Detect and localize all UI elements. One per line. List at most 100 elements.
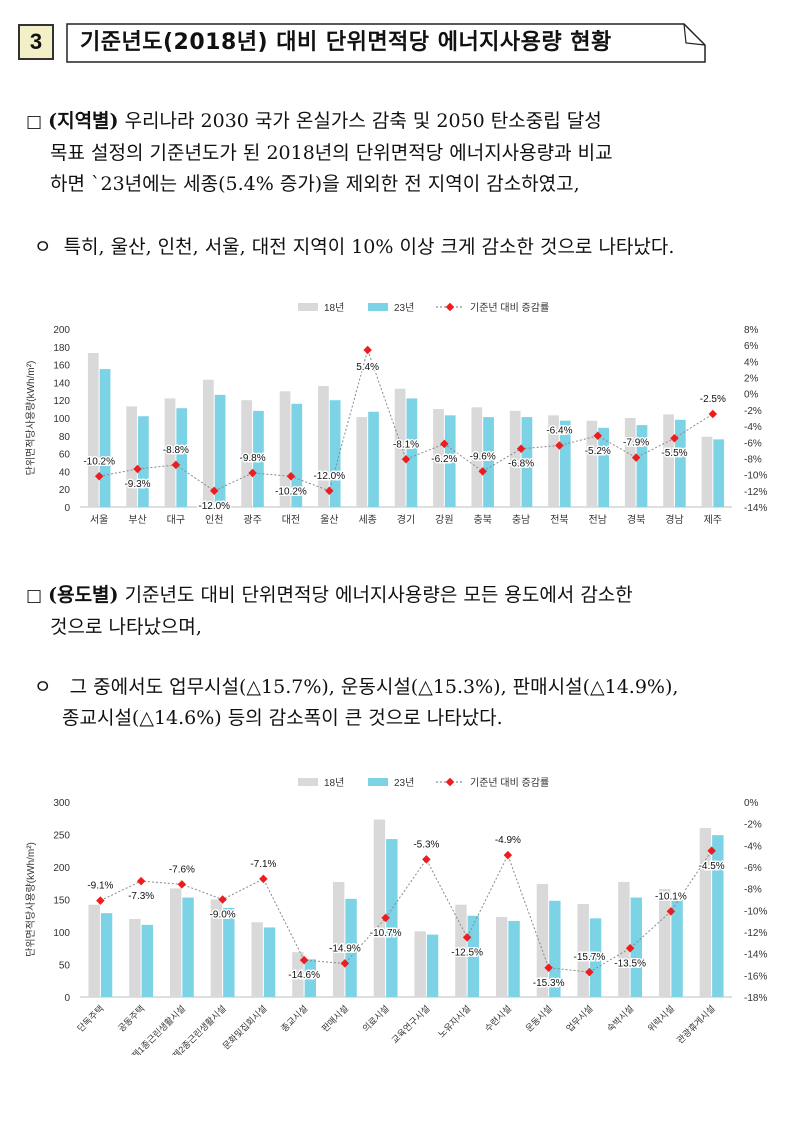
region-category-label: 세종 — [358, 514, 376, 526]
region-bar-18 — [471, 407, 483, 507]
usage-y2-tick-label: -2% — [744, 820, 762, 831]
region-category-label: 충북 — [474, 514, 492, 526]
usage-bar-23 — [304, 959, 317, 997]
usage-rate-label: -5.3% — [413, 839, 439, 850]
usage-rate-label: -9.1% — [87, 881, 113, 892]
usage-bar-18 — [699, 828, 712, 997]
usage-legend-23-swatch — [368, 778, 388, 786]
usage-y2-tick-label: -6% — [744, 863, 762, 874]
region-category-label: 전북 — [550, 514, 568, 526]
usage-subpoint-line-2: 종교시설(△14.6%) 등의 감소폭이 큰 것으로 나타났다. — [62, 707, 503, 729]
region-bar-18 — [509, 410, 521, 507]
usage-bar-23 — [263, 927, 276, 997]
region-bar-23 — [214, 394, 226, 507]
usage-y-tick-label: 150 — [53, 896, 70, 907]
region-rate-point — [478, 467, 487, 476]
region-category-label: 울산 — [320, 514, 338, 526]
usage-rate-label: -7.6% — [169, 864, 195, 875]
usage-y-tick-label: 50 — [59, 961, 71, 972]
region-rate-label: -10.2% — [275, 486, 307, 497]
region-rate-label: -6.8% — [508, 459, 534, 470]
usage-category-label: 단독주택 — [75, 1003, 105, 1033]
region-rate-point — [133, 464, 142, 474]
usage-category-label: 수련시설 — [483, 1003, 513, 1033]
usage-legend-18-swatch — [298, 778, 318, 786]
region-legend-18-label: 18년 — [324, 302, 344, 314]
region-bar-18 — [701, 436, 713, 507]
region-category-label: 제주 — [704, 514, 722, 526]
usage-line-2: 것으로 나타났으며, — [50, 616, 202, 638]
usage-bar-23 — [508, 920, 520, 997]
region-bar-18 — [164, 398, 176, 507]
usage-category-label: 노유자시설 — [436, 1003, 472, 1039]
usage-rate-label: -10.7% — [370, 928, 402, 939]
usage-paragraph: □ (용도별) 기준년도 대비 단위면적당 에너지사용량은 모든 용도에서 감소… — [26, 580, 786, 643]
usage-bar-23 — [182, 897, 194, 997]
usage-rate-label: -15.3% — [533, 978, 565, 989]
region-paragraph: □ (지역별) 우리나라 2030 국가 온실가스 감축 및 2050 탄소중립… — [26, 106, 786, 200]
region-bar-18 — [433, 409, 444, 507]
usage-bar-23 — [141, 924, 154, 997]
region-bar-23 — [636, 425, 648, 507]
usage-rate-point — [177, 880, 187, 889]
usage-bar-18 — [169, 888, 182, 997]
square-bullet-icon: □ — [26, 112, 43, 132]
usage-rate-label: -4.5% — [699, 861, 725, 872]
region-bar-23 — [253, 410, 264, 507]
usage-y2-tick-label: -4% — [744, 841, 762, 852]
usage-rate-point — [422, 855, 431, 864]
usage-rate-point — [259, 874, 268, 884]
usage-bar-23 — [100, 913, 113, 997]
region-rate-label: -8.1% — [393, 439, 419, 450]
region-rate-label: -9.3% — [124, 479, 150, 490]
region-y2-tick-label: -8% — [744, 454, 762, 465]
region-bar-18 — [394, 388, 406, 507]
usage-rate-point — [503, 850, 513, 860]
region-rate-label: 5.4% — [356, 362, 379, 373]
region-bar-18 — [548, 415, 559, 507]
usage-rate-label: -14.9% — [329, 943, 361, 954]
region-rate-label: -5.5% — [661, 448, 687, 459]
usage-legend-rate-label: 기준년 대비 증감률 — [470, 777, 549, 789]
region-y-tick-label: 20 — [59, 485, 71, 496]
usage-rate-label: -14.6% — [288, 970, 320, 981]
usage-bar-18 — [536, 883, 549, 997]
region-rate-point — [286, 472, 296, 481]
region-bar-23 — [368, 411, 379, 507]
region-y2-tick-label: 2% — [744, 374, 759, 385]
region-legend-23-label: 23년 — [394, 302, 414, 314]
region-y2-tick-label: 6% — [744, 341, 759, 352]
usage-rate-label: -13.5% — [614, 958, 646, 969]
section-title: 기준년도(2018년) 대비 단위면적당 에너지사용량 현황 — [80, 30, 612, 55]
region-bar-18 — [202, 379, 214, 507]
region-bar-18 — [241, 400, 253, 507]
region-bar-23 — [176, 408, 188, 507]
usage-category-label: 관광휴게시설 — [674, 1003, 717, 1046]
usage-category-label: 교육연구시설 — [390, 1003, 432, 1045]
section-number: 3 — [18, 24, 54, 60]
usage-y2-tick-label: -16% — [744, 971, 767, 982]
region-bar-23 — [444, 415, 456, 507]
region-chart: 18년 23년 기준년 대비 증감률 0 20 40 60 80 100 120 140 160 180… — [24, 302, 767, 526]
usage-rate-point — [299, 955, 309, 965]
usage-bar-18 — [414, 931, 426, 997]
usage-category-label: 의료시설 — [361, 1003, 391, 1033]
region-category-label: 부산 — [128, 514, 146, 526]
region-bar-23 — [329, 400, 341, 507]
region-rate-point — [516, 444, 526, 453]
region-y-axis-title: 단위면적당사용량(kWh/m²) — [24, 361, 37, 476]
usage-bar-18 — [251, 922, 263, 997]
region-category-label: 강원 — [435, 514, 453, 526]
region-y-tick-label: 160 — [53, 361, 70, 372]
region-y2-tick-label: 4% — [744, 357, 759, 368]
region-rate-point — [401, 455, 411, 464]
usage-category-label: 운동시설 — [524, 1003, 554, 1033]
region-rate-label: -10.2% — [83, 456, 115, 467]
usage-rate-point — [96, 896, 105, 905]
usage-rate-label: -10.1% — [655, 891, 687, 902]
region-category-label: 서울 — [90, 514, 108, 526]
region-bar-18 — [586, 420, 598, 507]
region-y-tick-label: 140 — [53, 378, 70, 389]
region-y2-tick-label: -10% — [744, 471, 767, 482]
region-bar-23 — [598, 427, 610, 507]
